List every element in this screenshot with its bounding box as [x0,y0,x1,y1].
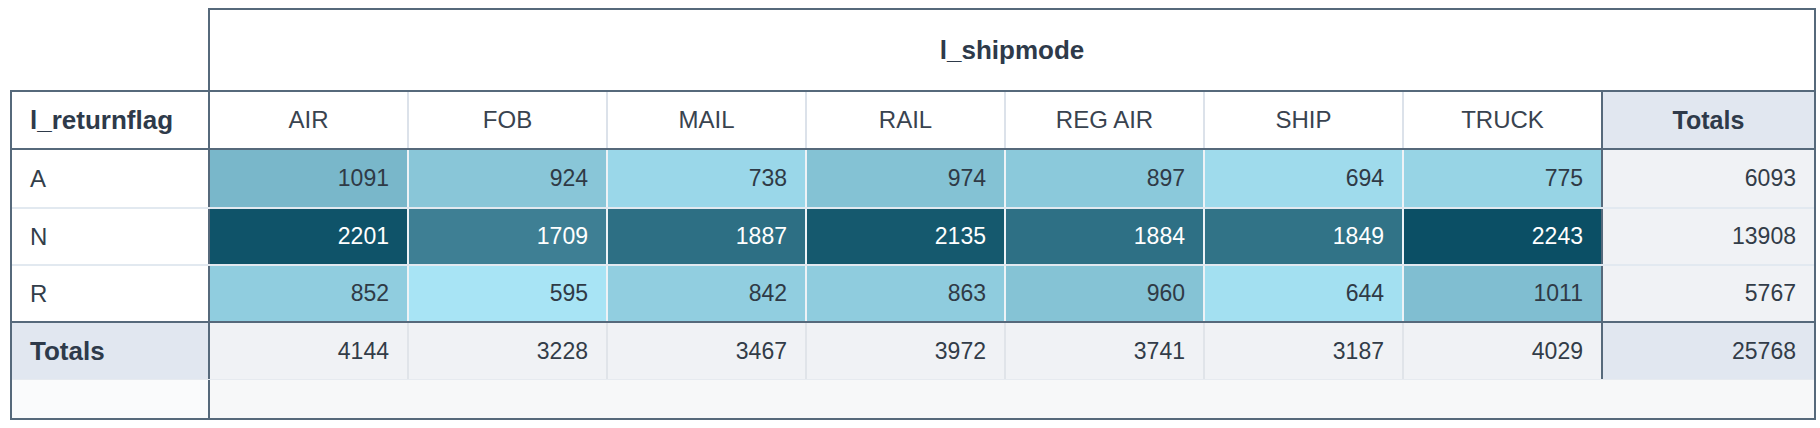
cell-n-mail[interactable]: 1887 [606,209,805,264]
totals-row-label: Totals [12,323,210,379]
totals-row: Totals 4144 3228 3467 3972 3741 3187 402… [12,321,1814,379]
grand-total-cell[interactable]: 25768 [1601,323,1814,379]
column-header-totals[interactable]: Totals [1601,92,1814,148]
cell-r-rail[interactable]: 863 [805,266,1004,321]
cell-a-reg-air[interactable]: 897 [1004,150,1203,207]
cell-n-reg-air[interactable]: 1884 [1004,209,1203,264]
footer-left-cell [12,380,210,418]
row-label-r[interactable]: R [12,266,210,321]
cell-r-fob[interactable]: 595 [407,266,606,321]
cell-a-air[interactable]: 1091 [210,150,407,207]
row-field-caption: l_returnflag [12,92,210,148]
cell-n-truck[interactable]: 2243 [1402,209,1601,264]
column-header-rail[interactable]: RAIL [805,92,1004,148]
cell-a-ship[interactable]: 694 [1203,150,1402,207]
table-row-a: A 1091 924 738 974 897 694 775 6093 [12,150,1814,207]
table-row-n: N 2201 1709 1887 2135 1884 1849 2243 139… [12,207,1814,264]
row-total-a[interactable]: 6093 [1601,150,1814,207]
cell-n-fob[interactable]: 1709 [407,209,606,264]
column-header-air[interactable]: AIR [210,92,407,148]
column-total-mail[interactable]: 3467 [606,323,805,379]
footer-main-cell [210,380,1814,418]
column-total-fob[interactable]: 3228 [407,323,606,379]
cell-a-fob[interactable]: 924 [407,150,606,207]
table-row-r: R 852 595 842 863 960 644 1011 5767 [12,264,1814,321]
cell-r-reg-air[interactable]: 960 [1004,266,1203,321]
row-total-r[interactable]: 5767 [1601,266,1814,321]
column-field-caption: l_shipmode [208,8,1816,90]
column-header-mail[interactable]: MAIL [606,92,805,148]
column-total-rail[interactable]: 3972 [805,323,1004,379]
column-total-ship[interactable]: 3187 [1203,323,1402,379]
cell-r-truck[interactable]: 1011 [1402,266,1601,321]
pivot-table: l_returnflag AIR FOB MAIL RAIL REG AIR S… [10,90,1816,420]
cell-r-air[interactable]: 852 [210,266,407,321]
column-header-ship[interactable]: SHIP [1203,92,1402,148]
column-total-air[interactable]: 4144 [210,323,407,379]
cell-a-mail[interactable]: 738 [606,150,805,207]
column-field-label: l_shipmode [940,35,1084,66]
cell-a-truck[interactable]: 775 [1402,150,1601,207]
column-total-reg-air[interactable]: 3741 [1004,323,1203,379]
cell-r-mail[interactable]: 842 [606,266,805,321]
cell-n-ship[interactable]: 1849 [1203,209,1402,264]
column-header-fob[interactable]: FOB [407,92,606,148]
column-header-reg-air[interactable]: REG AIR [1004,92,1203,148]
column-header-row: l_returnflag AIR FOB MAIL RAIL REG AIR S… [12,92,1814,150]
column-total-truck[interactable]: 4029 [1402,323,1601,379]
footer-strip [12,379,1814,418]
cell-n-rail[interactable]: 2135 [805,209,1004,264]
row-label-a[interactable]: A [12,150,210,207]
cell-a-rail[interactable]: 974 [805,150,1004,207]
row-label-n[interactable]: N [12,209,210,264]
cell-n-air[interactable]: 2201 [210,209,407,264]
column-header-truck[interactable]: TRUCK [1402,92,1601,148]
cell-r-ship[interactable]: 644 [1203,266,1402,321]
row-total-n[interactable]: 13908 [1601,209,1814,264]
